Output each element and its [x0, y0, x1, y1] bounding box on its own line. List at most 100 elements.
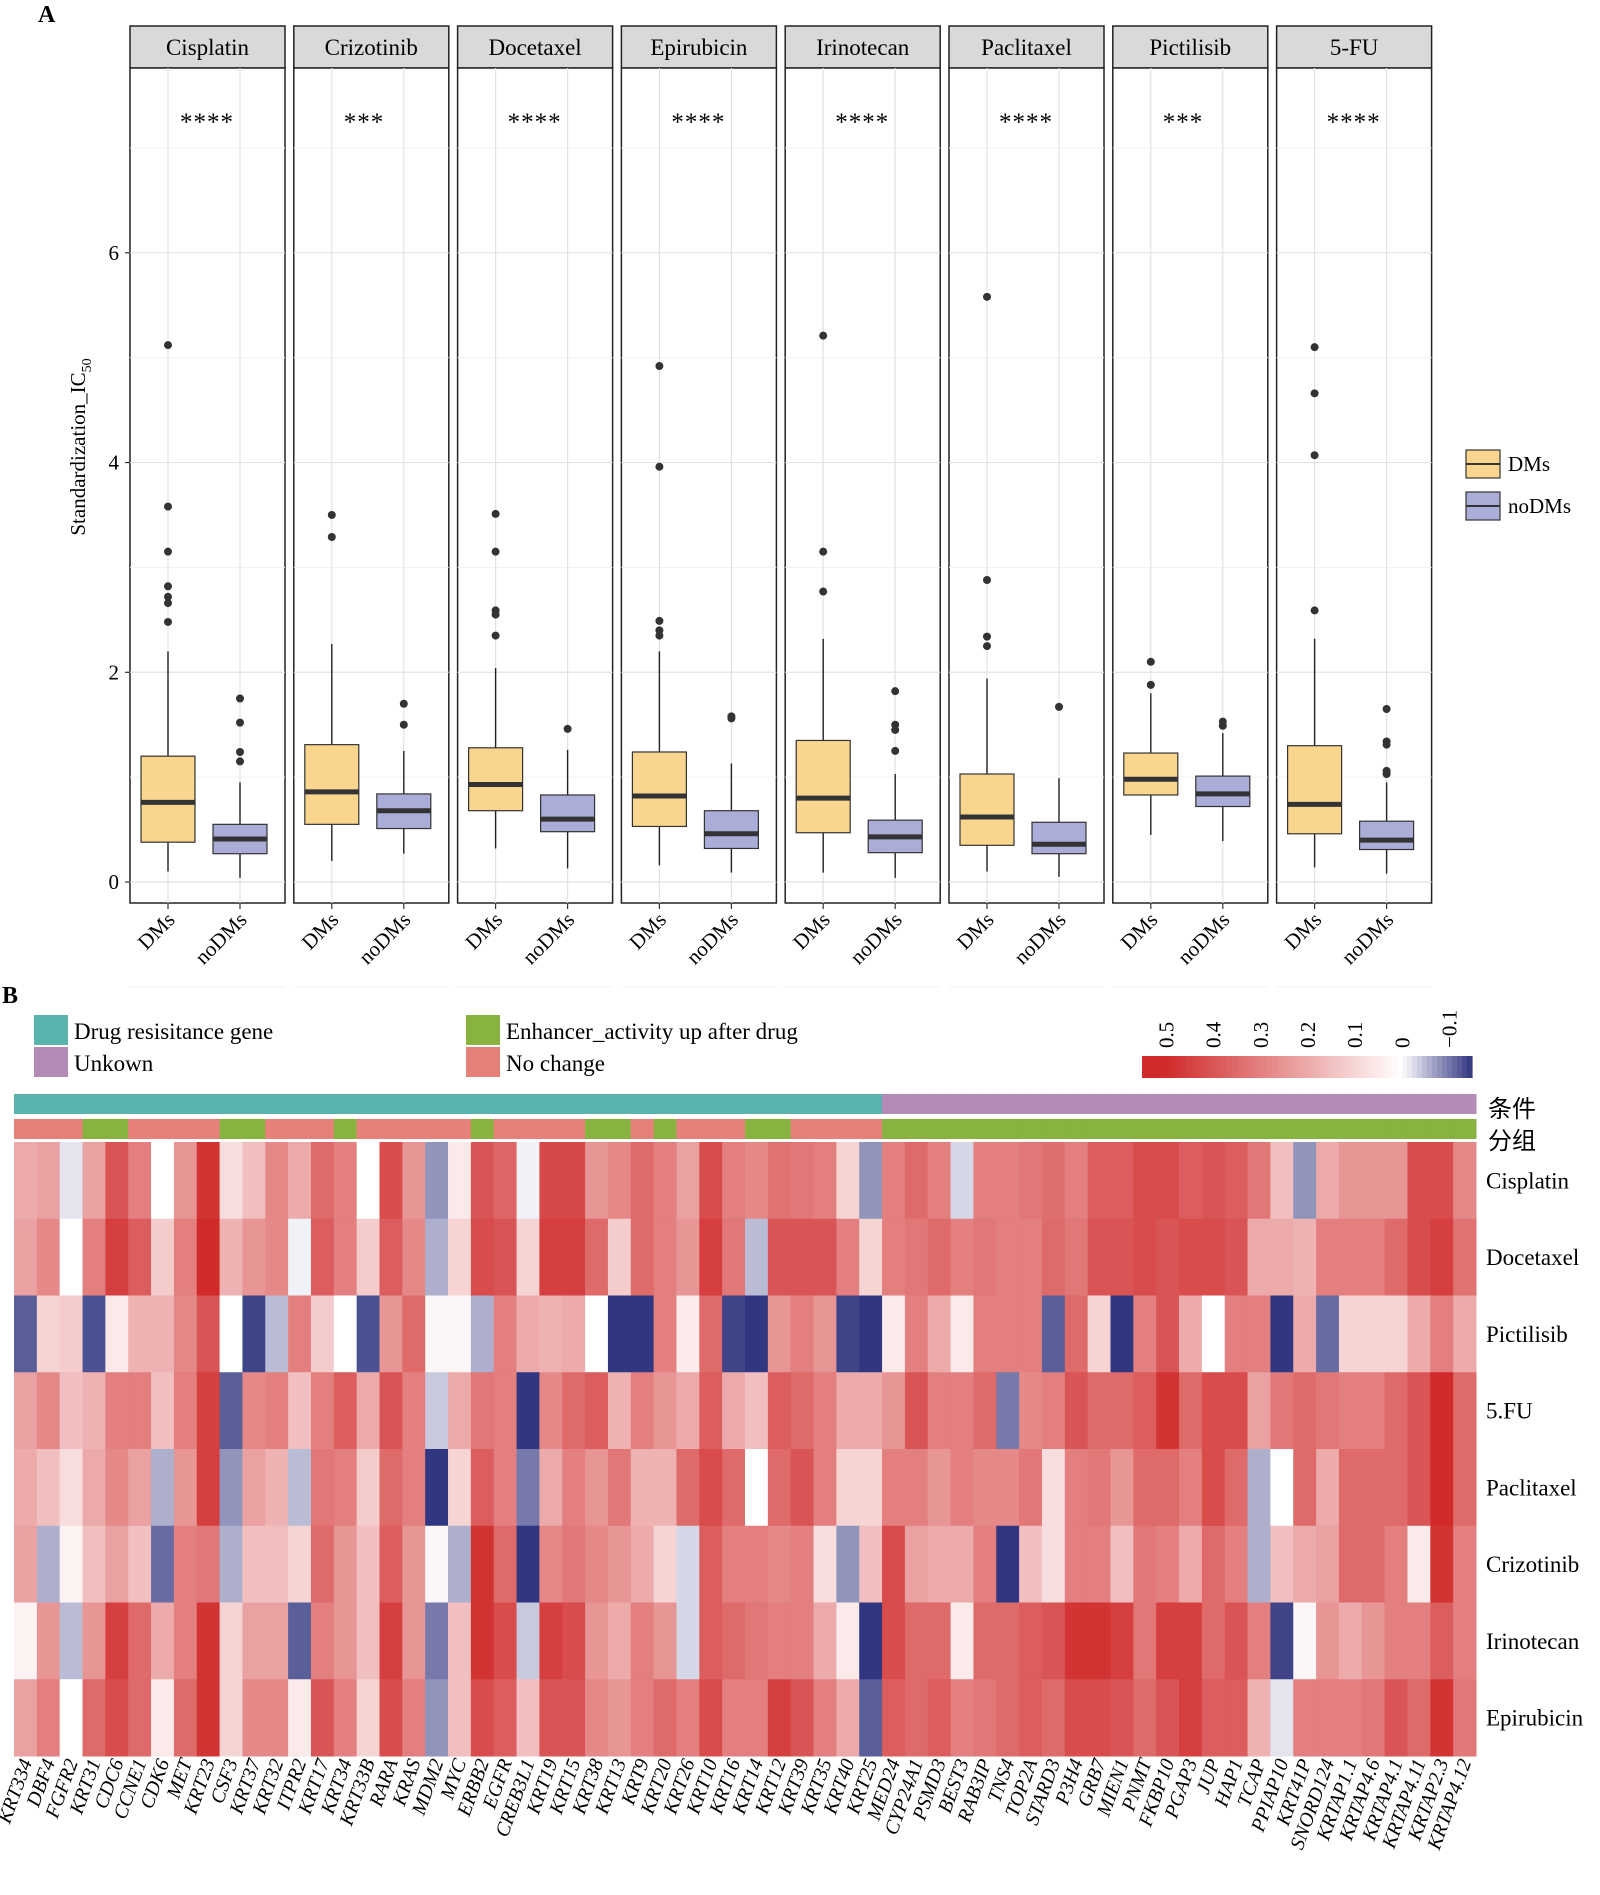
heatmap-cell [36, 1142, 61, 1220]
heatmap-cell [105, 1218, 129, 1296]
heatmap-cell [1110, 1449, 1134, 1527]
group-annotation-cell [1361, 1119, 1386, 1139]
significance-label: **** [1327, 109, 1381, 136]
colorbar-segment [1382, 1056, 1388, 1078]
heatmap-cell [973, 1602, 997, 1680]
heatmap-cell [539, 1295, 563, 1373]
heatmap-cell [699, 1218, 723, 1296]
heatmap-cell [310, 1142, 335, 1220]
heatmap-cell [996, 1218, 1020, 1296]
category-annotation-cell [585, 1094, 609, 1114]
heatmap-cell [402, 1372, 426, 1450]
group-annotation-cell [1019, 1119, 1043, 1139]
heatmap-cell [676, 1372, 700, 1450]
facet-title: Docetaxel [488, 35, 581, 60]
annotation-legend-label: Unkown [74, 1051, 154, 1076]
outlier-point [891, 746, 900, 755]
heatmap-cell [699, 1679, 723, 1757]
heatmap-cell [1110, 1602, 1134, 1680]
colorbar-tick-label: 0.1 [1343, 1022, 1367, 1048]
heatmap-cell [59, 1602, 84, 1680]
outlier-point [891, 725, 900, 734]
heatmap-cell [1224, 1449, 1249, 1527]
group-annotation-cell [448, 1119, 472, 1139]
heatmap-cell [1156, 1679, 1180, 1757]
outlier-point [491, 610, 500, 619]
heatmap-cell [1064, 1372, 1089, 1450]
row-label-crizotinib: Crizotinib [1486, 1552, 1579, 1577]
heatmap-cell [470, 1142, 495, 1220]
heatmap-cell [722, 1218, 746, 1296]
heatmap-cell [927, 1525, 952, 1603]
category-annotation-cell [151, 1094, 175, 1114]
heatmap-cell [562, 1679, 586, 1757]
heatmap-cell [333, 1295, 358, 1373]
colorbar-segment [1307, 1056, 1313, 1078]
colorbar-segment [1362, 1056, 1368, 1078]
heatmap-cell [196, 1525, 221, 1603]
heatmap-cell [14, 1602, 38, 1680]
outlier-point [819, 587, 828, 596]
heatmap-cell [585, 1525, 609, 1603]
heatmap-cell [493, 1295, 518, 1373]
heatmap-cell [767, 1525, 792, 1603]
significance-label: *** [344, 109, 385, 136]
heatmap-cell [242, 1372, 266, 1450]
colorbar-segment [1452, 1056, 1458, 1078]
facet-title: Pictilisib [1149, 35, 1231, 60]
heatmap-cell [1247, 1295, 1271, 1373]
heatmap-cell [425, 1295, 449, 1373]
colorbar-segment [1377, 1056, 1383, 1078]
heatmap-cell [836, 1142, 860, 1220]
heatmap-cell [151, 1449, 175, 1527]
heatmap-cell [1361, 1525, 1386, 1603]
y-tick-label: 4 [109, 451, 120, 475]
group-annotation-cell [1316, 1119, 1340, 1139]
heatmap-cell [904, 1525, 929, 1603]
facet-plot-area [784, 67, 941, 904]
heatmap-cell [1293, 1372, 1317, 1450]
heatmap-cell [333, 1372, 358, 1450]
colorbar-segment [1217, 1056, 1223, 1078]
box-DMs [795, 739, 851, 834]
heatmap-cell [516, 1602, 540, 1680]
heatmap-cell [1384, 1218, 1408, 1296]
heatmap-cell [745, 1295, 769, 1373]
heatmap-cell [882, 1679, 906, 1757]
category-annotation-cell [448, 1094, 472, 1114]
heatmap-cell [219, 1525, 243, 1603]
colorbar-segment [1187, 1056, 1193, 1078]
heatmap-cell [448, 1142, 472, 1220]
heatmap-cell [836, 1295, 860, 1373]
box-DMs [1286, 745, 1343, 835]
heatmap-cell [1361, 1602, 1386, 1680]
heatmap-cell [82, 1295, 106, 1373]
heatmap-cell [151, 1679, 175, 1757]
colorbar-segment [1282, 1056, 1288, 1078]
heatmap-cell [1270, 1449, 1294, 1527]
heatmap-cell [310, 1602, 335, 1680]
heatmap-cell [1224, 1679, 1249, 1757]
group-annotation-cell [836, 1119, 860, 1139]
category-annotation-cell [1133, 1094, 1157, 1114]
category-annotation-cell [1201, 1094, 1226, 1114]
facet-title: Cisplatin [166, 35, 250, 60]
heatmap-cell [813, 1218, 837, 1296]
group-annotation-cell [1179, 1119, 1203, 1139]
heatmap-cell [1407, 1449, 1431, 1527]
colorbar-segment [1207, 1056, 1213, 1078]
colorbar-segment [1332, 1056, 1338, 1078]
panel-b-label: B [2, 983, 18, 1009]
heatmap-panel: Drug resisitance gene Unkown Enhancer_acti… [0, 1010, 1584, 1854]
heatmap-cell [1247, 1679, 1271, 1757]
heatmap-cell [36, 1372, 61, 1450]
heatmap-cell [1384, 1295, 1408, 1373]
x-tick-label: noDMs [190, 908, 252, 970]
y-axis-label: Standardization_IC50 [66, 358, 95, 535]
outlier-point [1310, 343, 1319, 352]
y-axis: 0 2 4 6 [109, 241, 130, 894]
group-annotation-cell [219, 1119, 243, 1139]
colorbar-segment [1192, 1056, 1198, 1078]
group-annotation-cell [1407, 1119, 1431, 1139]
heatmap-cell [425, 1218, 449, 1296]
